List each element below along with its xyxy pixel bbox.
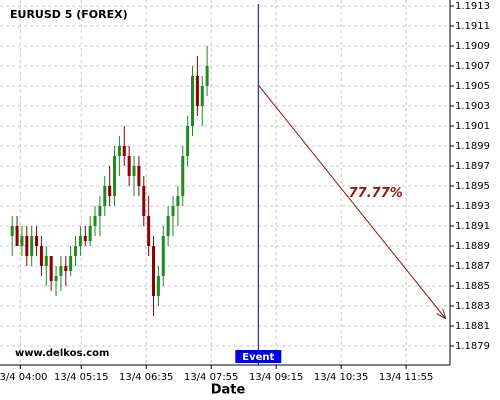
candle-body xyxy=(161,236,165,276)
y-tick-label: 1.1883 xyxy=(455,301,490,312)
candle-body xyxy=(49,256,53,281)
y-tick-label: 1.1909 xyxy=(455,41,490,52)
x-tick-label: 13/4 04:00 xyxy=(0,372,48,383)
y-tick-label: 1.1893 xyxy=(455,201,490,212)
y-tick-label: 1.1885 xyxy=(455,281,490,292)
candle-body xyxy=(25,236,29,256)
candle-body xyxy=(103,186,107,206)
candle-body xyxy=(54,276,58,281)
candle-body xyxy=(147,216,151,246)
candle-body xyxy=(137,166,141,186)
candle-body xyxy=(64,266,68,271)
candle-body xyxy=(181,156,185,196)
candle-body xyxy=(200,86,204,106)
candle-body xyxy=(74,246,78,256)
x-axis-title: Date xyxy=(211,383,246,398)
y-tick-label: 1.1907 xyxy=(455,61,490,72)
event-label: Event xyxy=(242,352,274,363)
candle-body xyxy=(30,236,34,256)
x-tick-label: 13/4 10:35 xyxy=(314,372,368,383)
candle-body xyxy=(117,146,121,156)
prediction-arrow xyxy=(257,84,445,318)
y-tick-label: 1.1881 xyxy=(455,321,490,332)
candle-body xyxy=(15,226,19,246)
y-tick-label: 1.1887 xyxy=(455,261,490,272)
y-tick-label: 1.1879 xyxy=(455,341,490,352)
x-tick-label: 13/4 07:55 xyxy=(184,372,238,383)
chart-title: EURUSD 5 (FOREX) xyxy=(10,8,128,21)
y-tick-label: 1.1899 xyxy=(455,141,490,152)
candle-body xyxy=(127,156,131,176)
candle-body xyxy=(69,256,73,271)
candle-body xyxy=(98,206,102,216)
candle-body xyxy=(39,246,43,266)
x-tick-label: 13/4 06:35 xyxy=(119,372,173,383)
y-tick-label: 1.1913 xyxy=(455,1,490,12)
candle-body xyxy=(156,276,160,296)
x-tick-label: 13/4 09:15 xyxy=(249,372,303,383)
candle-body xyxy=(93,216,97,226)
y-tick-label: 1.1891 xyxy=(455,221,490,232)
candle-body xyxy=(186,126,190,156)
candle-body xyxy=(44,256,48,266)
candle-body xyxy=(59,266,63,276)
candle-body xyxy=(176,196,180,206)
y-tick-label: 1.1903 xyxy=(455,101,490,112)
candle-body xyxy=(171,206,175,216)
candle-body xyxy=(152,246,156,296)
candle-body xyxy=(205,66,209,86)
candle-body xyxy=(10,226,14,236)
y-tick-label: 1.1905 xyxy=(455,81,490,92)
y-tick-label: 1.1895 xyxy=(455,181,490,192)
y-tick-label: 1.1901 xyxy=(455,121,490,132)
x-tick-label: 13/4 11:55 xyxy=(379,372,433,383)
candle-body xyxy=(166,216,170,236)
watermark: www.delkos.com xyxy=(15,348,109,359)
y-tick-label: 1.1889 xyxy=(455,241,490,252)
prediction-label: 77.77% xyxy=(349,186,403,201)
candle-body xyxy=(78,236,82,246)
candle-body xyxy=(113,156,117,196)
candle-body xyxy=(191,76,195,126)
candle-body xyxy=(195,76,199,106)
y-tick-label: 1.1911 xyxy=(455,21,490,32)
candle-body xyxy=(108,186,112,196)
candle-body xyxy=(122,146,126,156)
candle-body xyxy=(142,186,146,216)
candle-body xyxy=(88,226,92,241)
candle-body xyxy=(20,236,24,246)
event-label-box xyxy=(235,350,282,363)
candle-body xyxy=(35,236,39,246)
x-tick-label: 13/4 05:15 xyxy=(54,372,108,383)
plot xyxy=(10,46,209,316)
y-tick-label: 1.1897 xyxy=(455,161,490,172)
candle-body xyxy=(83,236,87,241)
candle-body xyxy=(132,166,136,176)
